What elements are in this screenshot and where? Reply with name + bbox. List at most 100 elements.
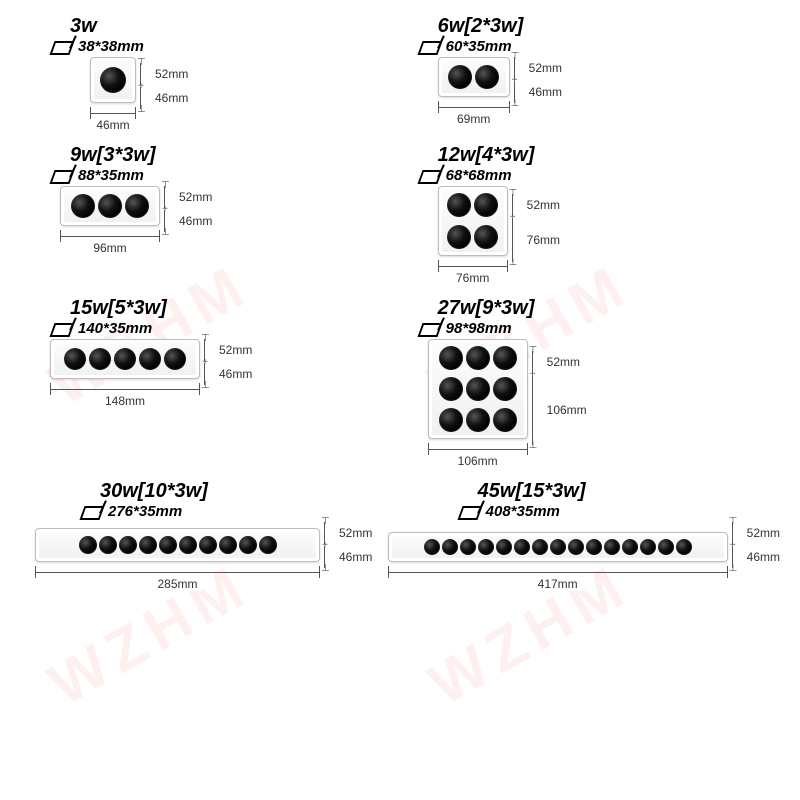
led-aperture bbox=[493, 408, 517, 432]
cutout-icon bbox=[80, 504, 102, 520]
dim-width: 69mm bbox=[438, 103, 510, 123]
dim-heights: ⊤52mm +46mm⊥ bbox=[514, 57, 562, 123]
led-aperture bbox=[622, 539, 638, 555]
cutout-size: 98*98mm bbox=[446, 320, 512, 337]
led-aperture bbox=[466, 377, 490, 401]
dim-heights: ⊤52mm +46mm⊥ bbox=[140, 63, 188, 129]
variant-title: 45w[15*3w] bbox=[478, 481, 586, 501]
led-aperture bbox=[496, 539, 512, 555]
cutout-size: 68*68mm bbox=[446, 167, 512, 184]
cutout-size: 60*35mm bbox=[446, 38, 512, 55]
led-aperture bbox=[89, 348, 111, 370]
cutout-size: 88*35mm bbox=[78, 167, 144, 184]
fixture-face bbox=[438, 186, 508, 256]
variant-9w: 9w[3*3w] 88*35mm 96mm ⊤52mm +46m bbox=[20, 139, 388, 282]
led-aperture bbox=[442, 539, 458, 555]
led-aperture bbox=[586, 539, 602, 555]
led-aperture bbox=[239, 536, 257, 554]
led-aperture bbox=[448, 65, 472, 89]
cutout-size: 140*35mm bbox=[78, 320, 152, 337]
led-aperture bbox=[493, 377, 517, 401]
variant-15w: 15w[5*3w] 140*35mm 148mm bbox=[20, 292, 388, 465]
cutout-icon bbox=[418, 39, 440, 55]
dim-heights: ⊤52mm +76mm⊥ bbox=[512, 194, 560, 282]
led-aperture bbox=[64, 348, 86, 370]
dim-width: 285mm bbox=[35, 568, 320, 588]
led-aperture bbox=[640, 539, 656, 555]
led-aperture bbox=[460, 539, 476, 555]
fixture-face bbox=[60, 186, 160, 226]
variant-title: 6w[2*3w] bbox=[438, 16, 524, 36]
cutout-icon bbox=[418, 321, 440, 337]
led-aperture bbox=[493, 346, 517, 370]
led-aperture bbox=[466, 408, 490, 432]
dim-heights: ⊤52mm +46mm⊥ bbox=[204, 339, 252, 405]
led-aperture bbox=[79, 536, 97, 554]
cutout-size: 38*38mm bbox=[78, 38, 144, 55]
variant-30w: 30w[10*3w] 276*35mm bbox=[20, 475, 388, 588]
led-aperture bbox=[219, 536, 237, 554]
led-aperture bbox=[604, 539, 620, 555]
fixture-face bbox=[50, 339, 200, 379]
cutout-size: 276*35mm bbox=[108, 503, 182, 520]
led-aperture bbox=[159, 536, 177, 554]
led-aperture bbox=[478, 539, 494, 555]
led-aperture bbox=[474, 193, 498, 217]
led-aperture bbox=[119, 536, 137, 554]
led-aperture bbox=[424, 539, 440, 555]
led-aperture bbox=[98, 194, 122, 218]
variant-6w: 6w[2*3w] 60*35mm 69mm ⊤52mm +46mm⊥ bbox=[388, 10, 780, 129]
led-aperture bbox=[475, 65, 499, 89]
fixture-face bbox=[428, 339, 528, 439]
dim-width: 417mm bbox=[388, 568, 728, 588]
led-aperture bbox=[139, 348, 161, 370]
led-aperture bbox=[439, 377, 463, 401]
led-aperture bbox=[550, 539, 566, 555]
fixture-face bbox=[90, 57, 136, 103]
dim-width: 76mm bbox=[438, 262, 508, 282]
led-aperture bbox=[447, 193, 471, 217]
cutout-icon bbox=[458, 504, 480, 520]
led-aperture bbox=[474, 225, 498, 249]
led-aperture bbox=[568, 539, 584, 555]
fixture-face bbox=[388, 532, 728, 562]
led-aperture bbox=[514, 539, 530, 555]
cutout-icon bbox=[50, 321, 72, 337]
fixture-face bbox=[35, 528, 320, 562]
led-aperture bbox=[164, 348, 186, 370]
variant-12w: 12w[4*3w] 68*68mm 76mm ⊤52mm bbox=[388, 139, 780, 282]
variant-title: 27w[9*3w] bbox=[438, 298, 535, 318]
led-aperture bbox=[114, 348, 136, 370]
led-aperture bbox=[71, 194, 95, 218]
led-aperture bbox=[99, 536, 117, 554]
led-aperture bbox=[100, 67, 126, 93]
variant-title: 15w[5*3w] bbox=[70, 298, 167, 318]
led-aperture bbox=[139, 536, 157, 554]
variant-title: 3w bbox=[70, 16, 97, 36]
fixture-face bbox=[438, 57, 510, 97]
led-aperture bbox=[199, 536, 217, 554]
variant-title: 9w[3*3w] bbox=[70, 145, 156, 165]
led-aperture bbox=[439, 346, 463, 370]
led-aperture bbox=[658, 539, 674, 555]
led-aperture bbox=[447, 225, 471, 249]
cutout-icon bbox=[50, 39, 72, 55]
led-aperture bbox=[259, 536, 277, 554]
cutout-icon bbox=[50, 168, 72, 184]
cutout-icon bbox=[418, 168, 440, 184]
dim-width: 46mm bbox=[90, 109, 136, 129]
product-spec-grid: 3w 38*38mm 46mm ⊤52mm +46mm⊥ bbox=[0, 0, 800, 598]
dim-width: 106mm bbox=[428, 445, 528, 465]
led-aperture bbox=[439, 408, 463, 432]
led-aperture bbox=[532, 539, 548, 555]
led-aperture bbox=[466, 346, 490, 370]
led-aperture bbox=[179, 536, 197, 554]
variant-3w: 3w 38*38mm 46mm ⊤52mm +46mm⊥ bbox=[20, 10, 388, 129]
dim-width: 148mm bbox=[50, 385, 200, 405]
variant-title: 30w[10*3w] bbox=[100, 481, 208, 501]
led-aperture bbox=[676, 539, 692, 555]
dim-heights: ⊤52mm +106mm⊥ bbox=[532, 351, 587, 465]
variant-27w: 27w[9*3w] 98*98mm bbox=[388, 292, 780, 465]
dim-heights: ⊤52mm +46mm⊥ bbox=[732, 522, 780, 588]
led-aperture bbox=[125, 194, 149, 218]
